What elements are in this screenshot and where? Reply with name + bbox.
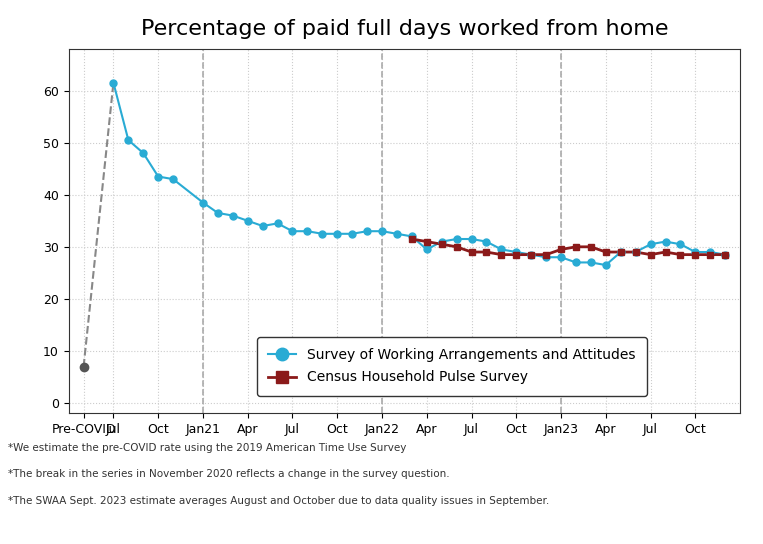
Title: Percentage of paid full days worked from home: Percentage of paid full days worked from… (140, 19, 668, 39)
Legend: Survey of Working Arrangements and Attitudes, Census Household Pulse Survey: Survey of Working Arrangements and Attit… (257, 337, 646, 395)
Text: *The SWAA Sept. 2023 estimate averages August and October due to data quality is: *The SWAA Sept. 2023 estimate averages A… (8, 496, 549, 505)
Text: *The break in the series in November 2020 reflects a change in the survey questi: *The break in the series in November 202… (8, 469, 449, 479)
Text: *We estimate the pre-COVID rate using the 2019 American Time Use Survey: *We estimate the pre-COVID rate using th… (8, 443, 406, 453)
